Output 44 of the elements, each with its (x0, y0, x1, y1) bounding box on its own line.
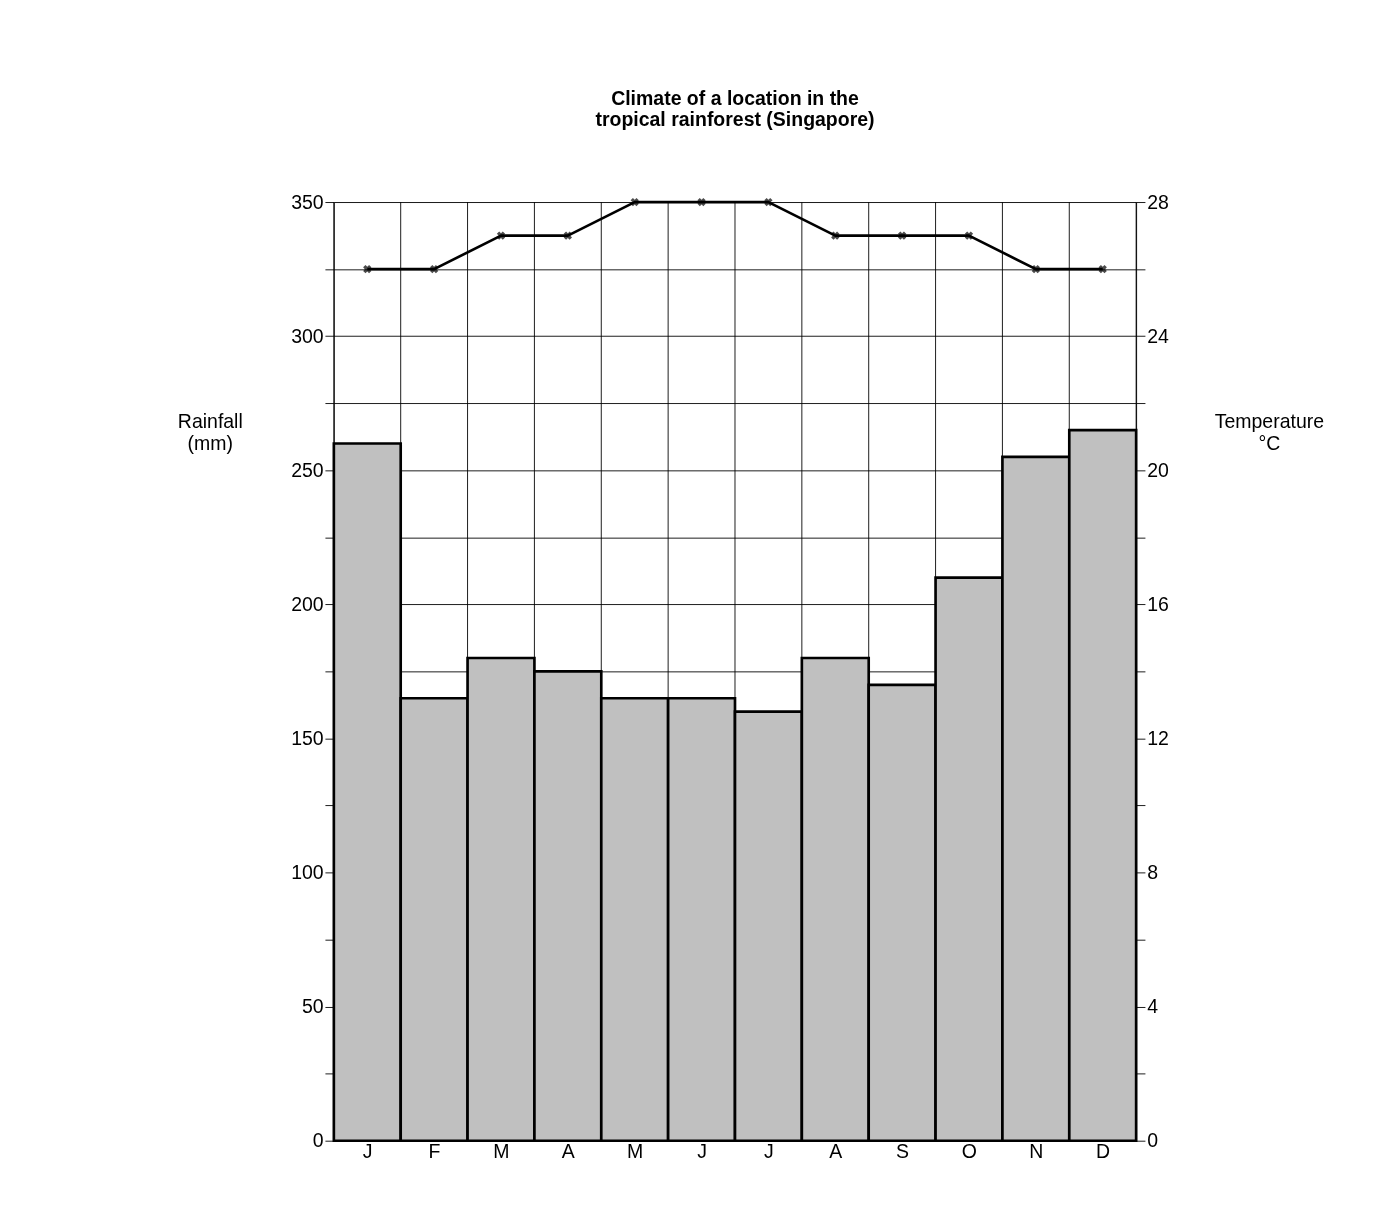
text: Temperature (1214, 410, 1325, 433)
y2-tick-label: 12 (1147, 727, 1169, 750)
x-tick-label: D (1096, 1140, 1111, 1163)
point (897, 231, 907, 240)
point (1098, 264, 1107, 274)
text: Rainfall (177, 410, 243, 433)
y-tick-label: 100 (291, 861, 324, 884)
y2-tick-label: 20 (1147, 458, 1170, 481)
x-tick-label: A (561, 1140, 575, 1163)
y-tick-label: 0 (312, 1129, 324, 1152)
point (563, 231, 572, 240)
point (363, 264, 372, 274)
x-tick-label: A (829, 1140, 843, 1163)
point (630, 197, 639, 207)
x-tick-label: F (428, 1140, 441, 1163)
text: (mm) (187, 431, 234, 454)
y2-tick-label: 16 (1147, 593, 1169, 616)
y2-tick-label: 8 (1147, 861, 1159, 884)
x-tick-label: S (896, 1140, 910, 1163)
y2-tick-label: 0 (1147, 1129, 1159, 1152)
y-tick-label: 50 (302, 995, 324, 1018)
y-tick-label: 250 (291, 458, 324, 481)
x-tick-label: J (697, 1140, 707, 1163)
y-tick-label: 300 (291, 324, 324, 347)
x-tick-label: M (493, 1140, 510, 1163)
x-tick-label: J (763, 1140, 774, 1163)
x-tick-label: M (627, 1140, 644, 1163)
point (831, 231, 840, 240)
text: tropical rainforest (Singapore) (595, 107, 875, 130)
y2-tick-label: 28 (1147, 190, 1169, 213)
x-tick-label: O (961, 1140, 978, 1163)
y-tick-label: 350 (291, 190, 324, 213)
y-tick-label: 150 (291, 727, 324, 750)
text: °C (1258, 431, 1281, 454)
point (429, 264, 439, 274)
point (697, 197, 706, 207)
point (1031, 264, 1041, 274)
y2-tick-label: 4 (1147, 995, 1159, 1018)
point (764, 197, 773, 207)
y2-tick-label: 24 (1147, 324, 1170, 347)
x-tick-label: J (362, 1140, 373, 1163)
text: Climate of a location in the (611, 86, 859, 109)
x-tick-label: N (1029, 1140, 1044, 1163)
y-tick-label: 200 (291, 593, 324, 616)
